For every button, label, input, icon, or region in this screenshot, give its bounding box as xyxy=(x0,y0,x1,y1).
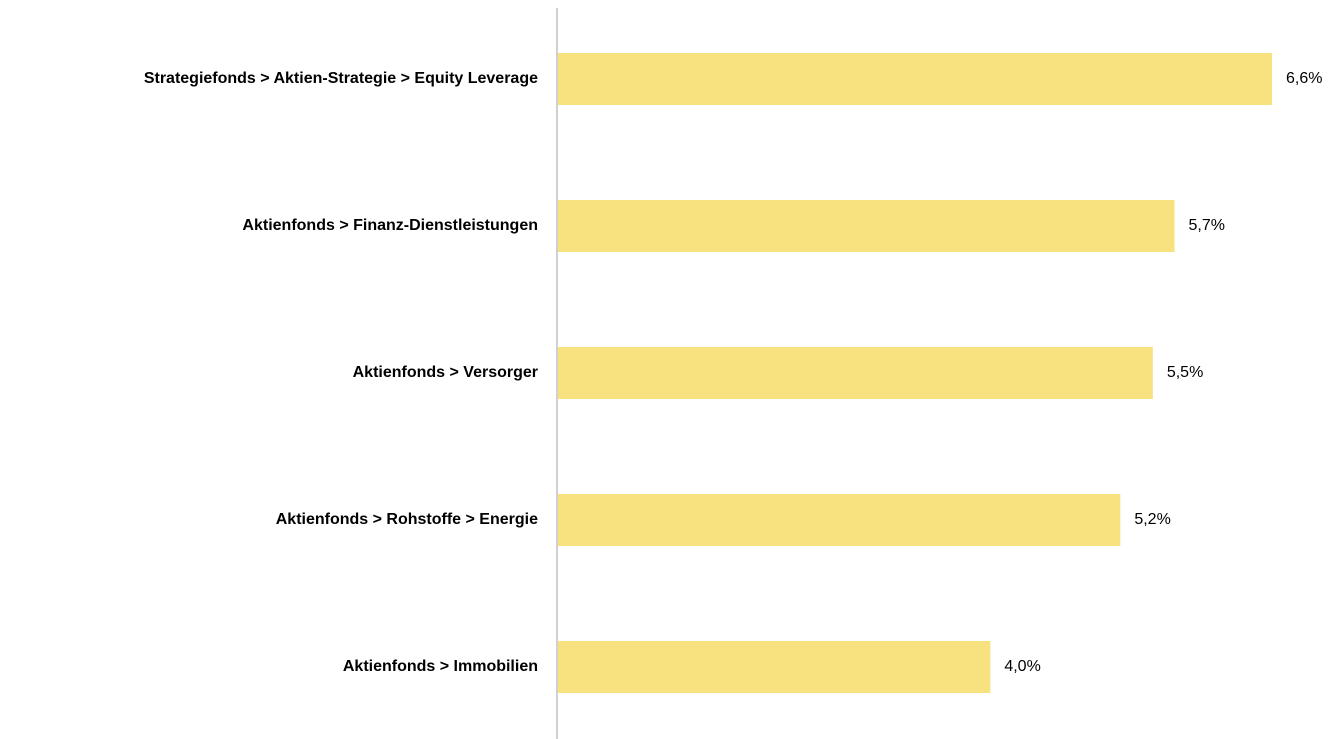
category-label: Aktienfonds > Finanz-Dienstleistungen xyxy=(242,217,538,234)
bar xyxy=(557,347,1153,399)
value-label: 6,6% xyxy=(1286,70,1322,87)
value-label: 4,0% xyxy=(1004,658,1040,675)
category-label: Aktienfonds > Rohstoffe > Energie xyxy=(276,511,538,528)
bar xyxy=(557,53,1272,105)
value-label: 5,2% xyxy=(1134,511,1170,528)
bar xyxy=(557,494,1121,546)
bar xyxy=(557,200,1175,252)
category-label: Aktienfonds > Immobilien xyxy=(343,658,538,675)
bar xyxy=(557,641,991,693)
value-label: 5,5% xyxy=(1167,364,1203,381)
category-label: Aktienfonds > Versorger xyxy=(353,364,538,381)
value-label: 5,7% xyxy=(1189,217,1225,234)
category-label: Strategiefonds > Aktien-Strategie > Equi… xyxy=(144,70,538,87)
